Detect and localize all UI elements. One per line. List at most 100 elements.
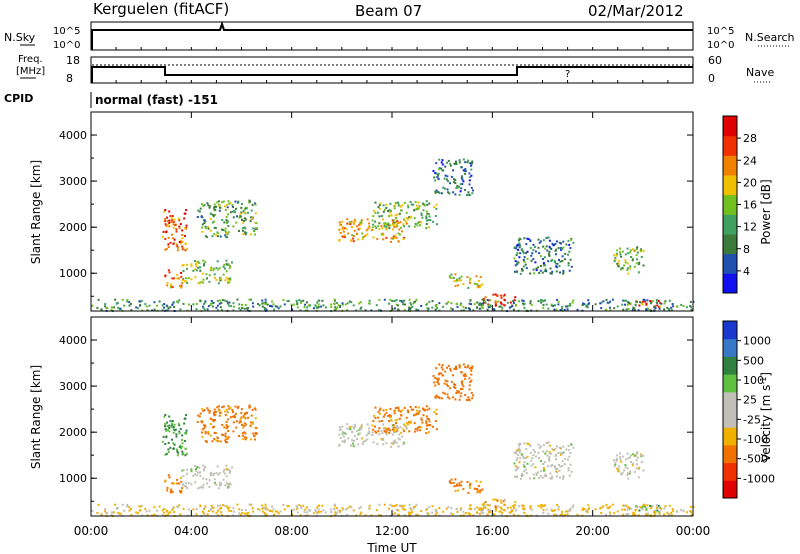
velocity-cell xyxy=(413,414,416,417)
power-cell xyxy=(561,248,563,250)
velocity-cell xyxy=(522,457,525,460)
power-cell xyxy=(529,246,532,249)
power-cell xyxy=(541,299,543,302)
velocity-cell xyxy=(307,509,310,512)
power-cell xyxy=(625,299,628,302)
velocity-cell xyxy=(209,472,212,475)
power-cell xyxy=(569,258,572,261)
velocity-cell xyxy=(516,457,519,460)
velocity-cell xyxy=(488,511,491,514)
power-cell xyxy=(626,247,629,250)
power-cell xyxy=(537,266,540,269)
velocity-cell xyxy=(378,433,381,436)
velocity-cell xyxy=(524,468,527,471)
power-cell xyxy=(303,306,306,309)
power-cell xyxy=(228,301,231,304)
power-cell xyxy=(523,306,526,309)
velocity-cell xyxy=(494,509,497,512)
power-cell xyxy=(521,269,524,272)
power-cell xyxy=(640,301,643,304)
velocity-cell xyxy=(558,469,561,472)
power-cell xyxy=(176,273,179,276)
velocity-cell xyxy=(410,420,413,423)
velocity-cell xyxy=(378,420,381,423)
velocity-cell xyxy=(658,510,661,513)
power-cell xyxy=(236,201,239,204)
power-cell xyxy=(429,219,432,222)
velocity-cell xyxy=(481,488,484,491)
velocity-cell xyxy=(656,506,659,509)
velocity-cell xyxy=(352,509,355,512)
velocity-cell xyxy=(338,433,341,436)
power-cell xyxy=(166,220,169,222)
power-cell xyxy=(426,307,429,310)
power-colorbar-tick-label: 28 xyxy=(743,132,757,145)
power-cell xyxy=(286,300,289,303)
velocity-cell xyxy=(633,470,636,473)
power-cell xyxy=(535,267,538,270)
velocity-cell xyxy=(447,364,450,367)
power-cell xyxy=(449,164,452,167)
velocity-cell xyxy=(202,477,205,480)
velocity-cell xyxy=(212,474,215,477)
power-cell xyxy=(166,284,169,287)
power-cell xyxy=(220,228,223,231)
velocity-cell xyxy=(515,509,518,512)
velocity-cell xyxy=(617,465,620,468)
velocity-cell xyxy=(529,505,532,508)
velocity-cell xyxy=(371,431,374,434)
power-cell xyxy=(221,299,224,302)
velocity-cell xyxy=(306,506,308,509)
velocity-cell xyxy=(169,489,172,492)
velocity-cell xyxy=(224,414,227,416)
velocity-cell xyxy=(458,364,461,367)
power-cell xyxy=(213,203,216,206)
power-cell xyxy=(173,218,176,221)
power-cell xyxy=(233,209,236,212)
power-cell xyxy=(415,298,418,301)
power-cell xyxy=(203,204,206,206)
power-cell xyxy=(457,185,460,188)
power-cell xyxy=(258,304,261,307)
power-cell xyxy=(342,230,345,233)
power-cell xyxy=(435,305,437,308)
power-cell xyxy=(442,305,445,308)
power-cell xyxy=(167,307,170,310)
time-tick-label: 12:00 xyxy=(375,524,410,538)
power-cell xyxy=(360,222,363,225)
velocity-cell xyxy=(586,511,589,514)
power-cell xyxy=(163,210,166,213)
velocity-cell xyxy=(478,512,481,515)
velocity-cell xyxy=(362,441,365,443)
velocity-cell xyxy=(401,506,404,508)
velocity-cell xyxy=(283,508,286,511)
power-cell xyxy=(400,209,402,212)
power-cell xyxy=(397,240,400,243)
velocity-cell xyxy=(383,503,386,506)
velocity-cell xyxy=(572,446,575,449)
velocity-cell xyxy=(550,477,553,480)
velocity-cell xyxy=(287,505,290,507)
power-cell xyxy=(519,272,522,275)
power-cell xyxy=(392,222,395,225)
power-cell xyxy=(190,263,193,266)
velocity-cell xyxy=(115,507,118,510)
velocity-cell xyxy=(220,482,223,485)
power-cell xyxy=(115,302,118,305)
velocity-cell xyxy=(572,504,575,507)
power-cell xyxy=(341,228,344,231)
velocity-cell xyxy=(404,508,406,511)
power-cell xyxy=(556,262,559,265)
power-cell xyxy=(213,226,216,229)
velocity-cell xyxy=(167,512,170,515)
power-cell xyxy=(613,260,616,263)
power-cell xyxy=(247,306,250,309)
velocity-cell xyxy=(605,503,608,506)
power-cell xyxy=(212,215,215,218)
power-cell xyxy=(435,162,438,165)
velocity-cell xyxy=(480,509,483,512)
velocity-cell xyxy=(208,411,211,414)
power-cell xyxy=(265,308,268,311)
velocity-cell xyxy=(172,507,174,510)
power-cell xyxy=(458,159,461,162)
